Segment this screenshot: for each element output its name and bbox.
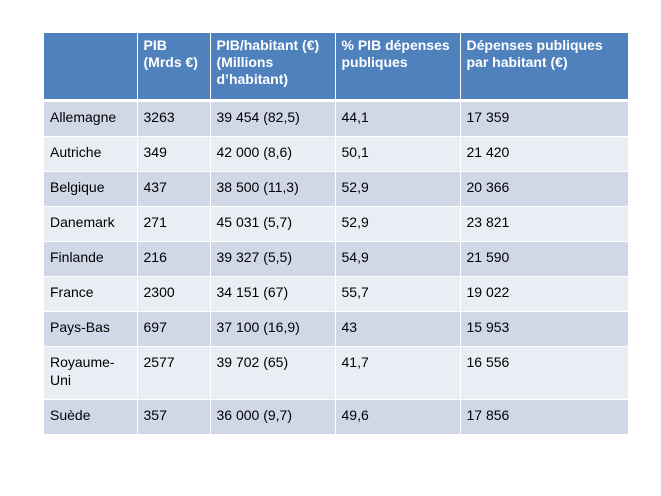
- cell-spending-per-capita: 23 821: [460, 206, 628, 242]
- table-header-row: PIB (Mrds €) PIB/habitant (€) (Millions …: [44, 33, 628, 102]
- cell-pib: 349: [137, 136, 211, 172]
- cell-spending-pct: 52,9: [335, 171, 461, 207]
- cell-spending-pct: 44,1: [335, 100, 461, 137]
- cell-spending-pct: 49,6: [335, 399, 461, 435]
- cell-spending-pct: 50,1: [335, 136, 461, 172]
- cell-pib: 357: [137, 399, 211, 435]
- cell-spending-pct: 43: [335, 311, 461, 347]
- cell-pib-per-capita: 39 327 (5,5): [210, 241, 336, 277]
- cell-country: Allemagne: [44, 100, 138, 137]
- header-country: [44, 33, 138, 102]
- cell-pib-per-capita: 45 031 (5,7): [210, 206, 336, 242]
- cell-country: Pays-Bas: [44, 311, 138, 347]
- cell-pib: 3263: [137, 100, 211, 137]
- table-row: Royaume-Uni 2577 39 702 (65) 41,7 16 556: [44, 346, 628, 400]
- cell-pib: 271: [137, 206, 211, 242]
- cell-pib: 437: [137, 171, 211, 207]
- table-row: Pays-Bas 697 37 100 (16,9) 43 15 953: [44, 311, 628, 347]
- cell-country: Finlande: [44, 241, 138, 277]
- cell-pib-per-capita: 36 000 (9,7): [210, 399, 336, 435]
- table-row: Autriche 349 42 000 (8,6) 50,1 21 420: [44, 136, 628, 172]
- cell-country: France: [44, 276, 138, 312]
- cell-country: Suède: [44, 399, 138, 435]
- table-row: Belgique 437 38 500 (11,3) 52,9 20 366: [44, 171, 628, 207]
- cell-spending-pct: 41,7: [335, 346, 461, 400]
- cell-spending-pct: 54,9: [335, 241, 461, 277]
- cell-country: Royaume-Uni: [44, 346, 138, 400]
- cell-pib: 2300: [137, 276, 211, 312]
- cell-pib-per-capita: 42 000 (8,6): [210, 136, 336, 172]
- cell-pib-per-capita: 38 500 (11,3): [210, 171, 336, 207]
- header-pib: PIB (Mrds €): [137, 33, 211, 102]
- table-row: France 2300 34 151 (67) 55,7 19 022: [44, 276, 628, 312]
- cell-pib: 216: [137, 241, 211, 277]
- cell-spending-per-capita: 20 366: [460, 171, 628, 207]
- cell-spending-per-capita: 21 420: [460, 136, 628, 172]
- cell-pib: 2577: [137, 346, 211, 400]
- header-public-spending-pct: % PIB dépenses publiques: [335, 33, 461, 102]
- header-public-spending-per-capita: Dépenses publiques par habitant (€): [460, 33, 628, 102]
- header-pib-per-capita: PIB/habitant (€) (Millions d’habitant): [210, 33, 336, 102]
- cell-pib-per-capita: 34 151 (67): [210, 276, 336, 312]
- cell-spending-per-capita: 15 953: [460, 311, 628, 347]
- cell-spending-per-capita: 16 556: [460, 346, 628, 400]
- cell-spending-per-capita: 17 359: [460, 100, 628, 137]
- cell-spending-per-capita: 17 856: [460, 399, 628, 435]
- cell-spending-pct: 52,9: [335, 206, 461, 242]
- table-row: Danemark 271 45 031 (5,7) 52,9 23 821: [44, 206, 628, 242]
- table-row: Suède 357 36 000 (9,7) 49,6 17 856: [44, 399, 628, 435]
- cell-pib-per-capita: 37 100 (16,9): [210, 311, 336, 347]
- cell-spending-per-capita: 19 022: [460, 276, 628, 312]
- country-spending-table: PIB (Mrds €) PIB/habitant (€) (Millions …: [44, 33, 628, 435]
- cell-pib: 697: [137, 311, 211, 347]
- cell-pib-per-capita: 39 454 (82,5): [210, 100, 336, 137]
- cell-country: Autriche: [44, 136, 138, 172]
- cell-spending-pct: 55,7: [335, 276, 461, 312]
- cell-spending-per-capita: 21 590: [460, 241, 628, 277]
- cell-country: Belgique: [44, 171, 138, 207]
- table-row: Finlande 216 39 327 (5,5) 54,9 21 590: [44, 241, 628, 277]
- cell-pib-per-capita: 39 702 (65): [210, 346, 336, 400]
- table-row: Allemagne 3263 39 454 (82,5) 44,1 17 359: [44, 100, 628, 137]
- cell-country: Danemark: [44, 206, 138, 242]
